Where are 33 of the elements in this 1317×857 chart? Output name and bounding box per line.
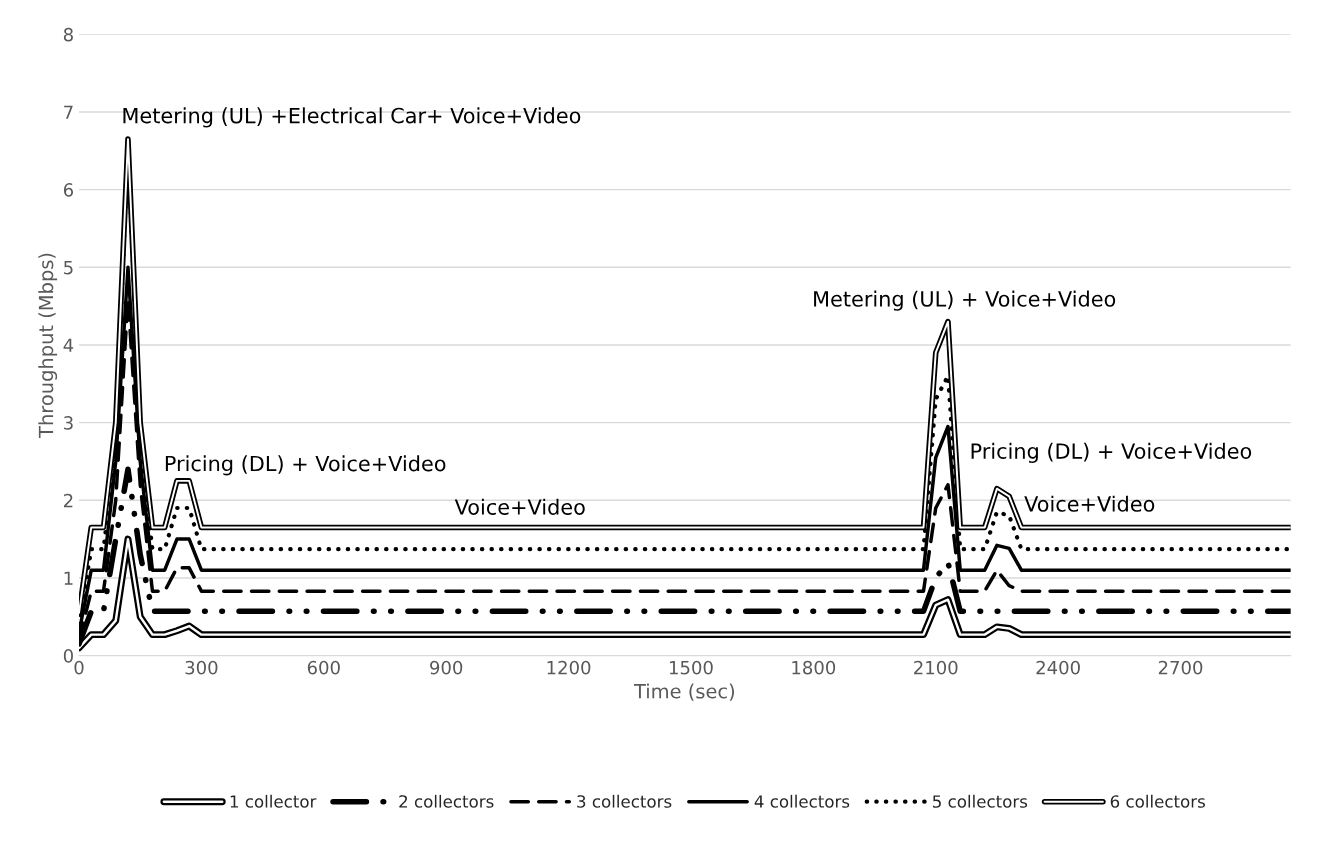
legend-label: 6 collectors	[1110, 794, 1205, 808]
y-tick-label: 4	[63, 338, 74, 352]
legend-label: 3 collectors	[577, 794, 672, 808]
y-tick-label: 6	[63, 183, 74, 197]
y-tick-label: 3	[64, 416, 73, 430]
x-tick-label: 600	[307, 660, 340, 675]
annotation: Pricing (DL) + Voice+Video	[971, 442, 1252, 463]
x-tick-label: 2400	[1036, 660, 1080, 675]
y-tick-label: 0	[63, 649, 73, 663]
x-tick-label: 1500	[669, 660, 713, 675]
x-tick-label: 1200	[547, 660, 591, 675]
annotation: Metering (UL) +Electrical Car+ Voice+Video	[123, 107, 581, 128]
x-axis-title: Time (sec)	[633, 683, 735, 701]
x-tick-label: 0	[74, 660, 84, 675]
y-tick-label: 2	[63, 493, 73, 508]
y-tick-label: 5	[64, 260, 73, 275]
legend-label: 1 collector	[230, 794, 317, 808]
x-tick-label: 2700	[1158, 660, 1203, 675]
legend-label: 5 collectors	[932, 794, 1028, 808]
annotation: Metering (UL) + Voice+Video	[814, 290, 1116, 311]
x-tick-label: 1800	[792, 660, 836, 675]
y-axis-title: Throughput (Mbps)	[38, 253, 58, 438]
y-tick-label: 1	[64, 571, 73, 585]
x-tick-label: 300	[185, 660, 218, 675]
annotation: Pricing (DL) + Voice+Video	[165, 455, 446, 476]
x-tick-label: 900	[430, 660, 463, 675]
legend-label: 2 collectors	[399, 794, 494, 808]
annotation: Voice+Video	[454, 498, 585, 515]
x-tick-label: 2100	[914, 660, 958, 675]
annotation: Voice+Video	[1024, 495, 1155, 512]
y-tick-label: 7	[64, 105, 73, 119]
y-tick-label: 8	[63, 27, 73, 42]
legend-label: 4 collectors	[754, 794, 850, 808]
